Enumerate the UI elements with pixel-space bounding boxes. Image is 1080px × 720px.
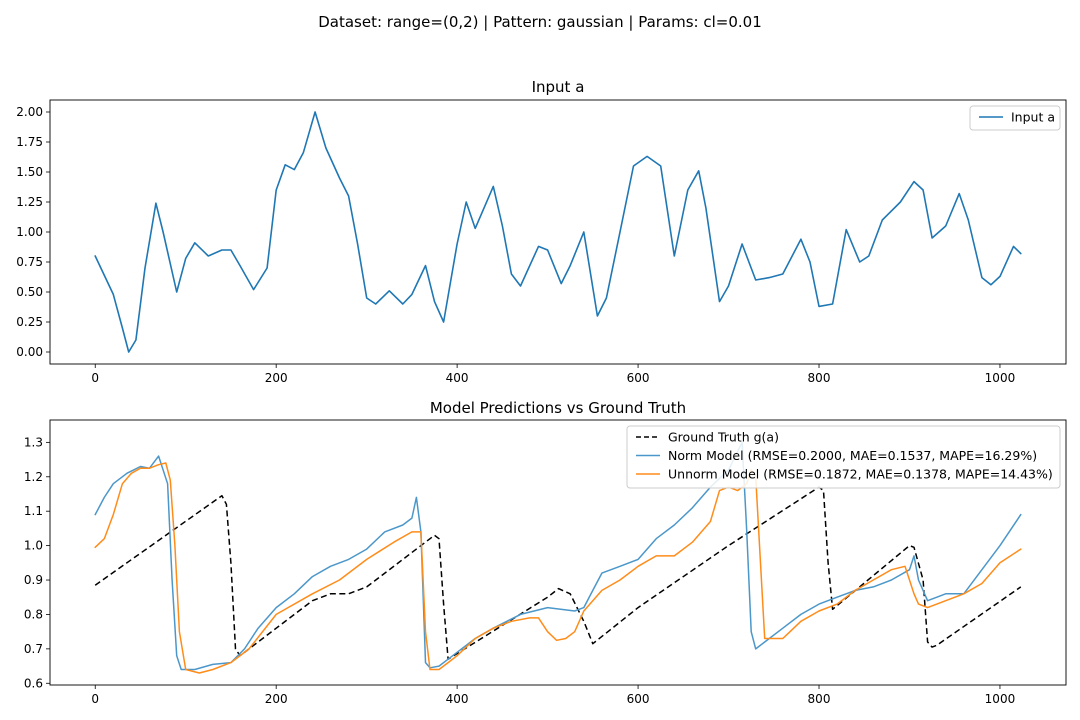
legend-input-a: Input a xyxy=(969,105,1061,131)
y-tick-label: 2.00 xyxy=(16,105,43,119)
y-tick-label: 1.0 xyxy=(24,539,43,553)
series-layer-input-a xyxy=(94,111,1022,353)
axes-predictions: Model Predictions vs Ground Truth 0 200 40… xyxy=(24,399,1067,706)
x-tick-label: 0 xyxy=(91,692,99,706)
y-tick-label: 1.25 xyxy=(16,195,43,209)
x-tick-label: 600 xyxy=(627,692,650,706)
y-tick-label: 1.1 xyxy=(24,504,43,518)
figure-suptitle: Dataset: range=(0,2) | Pattern: gaussian… xyxy=(318,13,762,31)
legend-box xyxy=(969,105,1061,131)
y-tick-label: 0.00 xyxy=(16,345,43,359)
y-tick-label: 1.00 xyxy=(16,225,43,239)
ticks-predictions: 0 200 400 600 800 1000 0.6 0.7 0.8 0.9 1.0 1.1 1.2 1.… xyxy=(24,435,1015,706)
axes-frame-input-a xyxy=(49,99,1067,365)
y-tick-label: 1.2 xyxy=(24,470,43,484)
y-tick-label: 1.75 xyxy=(16,135,43,149)
x-tick-label: 400 xyxy=(446,692,469,706)
series-layer-predictions xyxy=(94,441,1022,674)
legend-label: Norm Model (RMSE=0.2000, MAE=0.1537, MAP… xyxy=(668,448,1037,463)
y-tick-label: 0.25 xyxy=(16,315,43,329)
x-tick-label: 200 xyxy=(265,692,288,706)
x-tick-label: 400 xyxy=(446,371,469,385)
x-tick-label: 200 xyxy=(265,371,288,385)
y-tick-label: 0.7 xyxy=(24,642,43,656)
x-tick-label: 600 xyxy=(627,371,650,385)
y-tick-label: 1.3 xyxy=(24,435,43,449)
axes-frame-predictions xyxy=(49,419,1067,686)
x-tick-label: 800 xyxy=(808,692,831,706)
ticks-input-a: 0 200 400 600 800 1000 0.00 0.25 0.50 0.75 1.00 1.2… xyxy=(16,105,1015,385)
legend-box xyxy=(626,425,1061,489)
axes-title-input-a: Input a xyxy=(532,78,585,96)
y-tick-label: 0.50 xyxy=(16,285,43,299)
y-tick-label: 0.9 xyxy=(24,573,43,587)
axes-input-a: Input a 0 200 400 600 800 1000 0.00 0.25 0.50 0.7… xyxy=(16,78,1067,385)
x-tick-label: 1000 xyxy=(985,371,1016,385)
axes-title-predictions: Model Predictions vs Ground Truth xyxy=(430,399,686,417)
series-line-unnorm-model xyxy=(94,462,1022,674)
legend-label: Input a xyxy=(1011,110,1055,125)
y-tick-label: 0.6 xyxy=(24,676,43,690)
y-tick-label: 0.8 xyxy=(24,607,43,621)
legend-label: Ground Truth g(a) xyxy=(668,430,779,445)
x-tick-label: 1000 xyxy=(985,692,1016,706)
series-line-ground-truth xyxy=(94,486,1022,660)
legend-predictions: Ground Truth g(a) Norm Model (RMSE=0.2000… xyxy=(626,425,1061,489)
x-tick-label: 800 xyxy=(808,371,831,385)
x-tick-label: 0 xyxy=(91,371,99,385)
y-tick-label: 0.75 xyxy=(16,255,43,269)
y-tick-label: 1.50 xyxy=(16,165,43,179)
legend-label: Unnorm Model (RMSE=0.1872, MAE=0.1378, M… xyxy=(668,467,1053,482)
series-line-input-a xyxy=(94,111,1022,353)
